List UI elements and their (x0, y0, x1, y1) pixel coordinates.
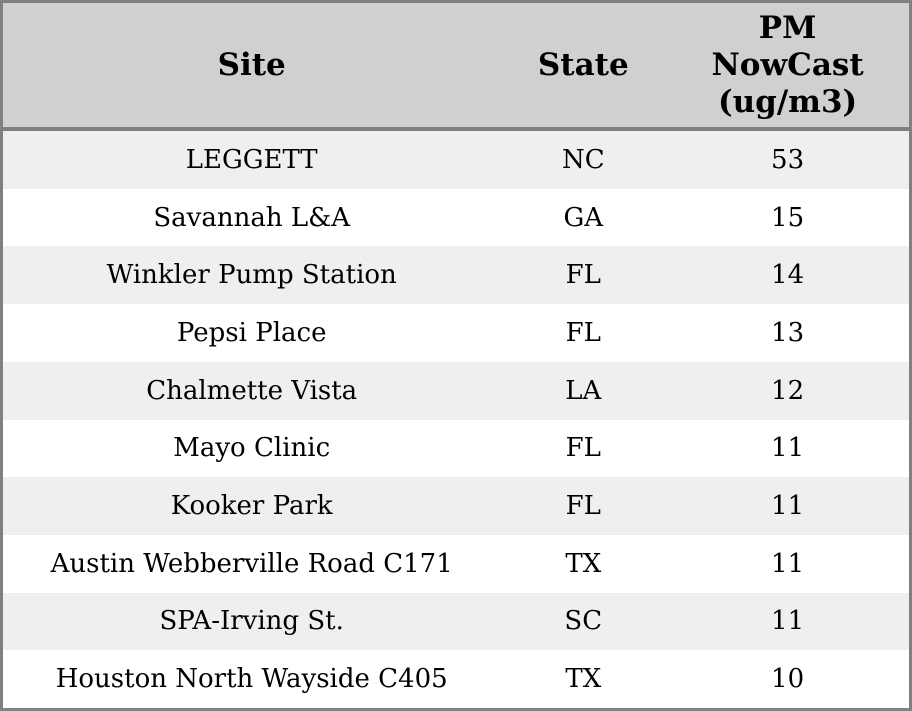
site-cell: SPA-Irving St. (159, 606, 344, 637)
pm-value-cell: 12 (771, 375, 805, 406)
state-cell: NC (561, 144, 605, 175)
pm-value-cell: 53 (771, 144, 805, 175)
table-row: SPA-Irving St. SC 11 (3, 592, 909, 651)
column-header-site: Site (3, 3, 500, 127)
column-header-pm-nowcast: PM NowCast (ug/m3) (666, 3, 909, 127)
table-row: Pepsi Place FL 13 (3, 304, 909, 362)
table-row: Chalmette Vista LA 12 (3, 361, 909, 420)
site-cell: Kooker Park (170, 491, 333, 522)
table-body: LEGGETT NC 53 Savannah L&A GA 15 Winkler… (3, 131, 909, 708)
pm-value-cell: 11 (771, 606, 805, 637)
table-row: Mayo Clinic FL 11 (3, 419, 909, 478)
pm-value-cell: 11 (771, 548, 805, 579)
pm-value-cell: 14 (771, 260, 805, 291)
state-cell: FL (565, 317, 601, 348)
pm-value-cell: 11 (771, 491, 805, 522)
pm-value-cell: 13 (771, 317, 805, 348)
site-cell: Mayo Clinic (173, 433, 331, 464)
column-header-pm-line1: PM (758, 9, 817, 46)
state-cell: TX (565, 664, 602, 695)
pm-value-cell: 11 (771, 433, 805, 464)
site-cell: Savannah L&A (153, 202, 351, 233)
site-cell: LEGGETT (185, 144, 318, 175)
table-row: Winkler Pump Station FL 14 (3, 246, 909, 305)
column-header-state-label: State (537, 46, 629, 83)
pm-value-cell: 15 (771, 202, 805, 233)
table-row: Savannah L&A GA 15 (3, 188, 909, 247)
site-cell: Chalmette Vista (146, 375, 358, 406)
site-cell: Pepsi Place (176, 317, 327, 348)
table-row: Kooker Park FL 11 (3, 477, 909, 535)
column-header-site-label: Site (217, 46, 286, 83)
state-cell: FL (565, 491, 601, 522)
table-row: LEGGETT NC 53 (3, 131, 909, 189)
state-cell: LA (565, 375, 602, 406)
state-cell: GA (563, 202, 604, 233)
state-cell: TX (565, 548, 602, 579)
column-header-pm-line2: NowCast (711, 46, 864, 83)
table-row: Houston North Wayside C405 TX 10 (3, 650, 909, 708)
table-header: Site State PM NowCast (ug/m3) (3, 3, 909, 131)
pm-value-cell: 10 (771, 664, 805, 695)
column-header-pm-line3: (ug/m3) (717, 83, 858, 120)
column-header-state: State (500, 3, 666, 127)
state-cell: SC (564, 606, 603, 637)
table-row: Austin Webberville Road C171 TX 11 (3, 534, 909, 593)
site-cell: Austin Webberville Road C171 (50, 548, 453, 579)
state-cell: FL (565, 260, 601, 291)
site-cell: Houston North Wayside C405 (55, 664, 448, 695)
site-cell: Winkler Pump Station (106, 260, 397, 291)
state-cell: FL (565, 433, 601, 464)
